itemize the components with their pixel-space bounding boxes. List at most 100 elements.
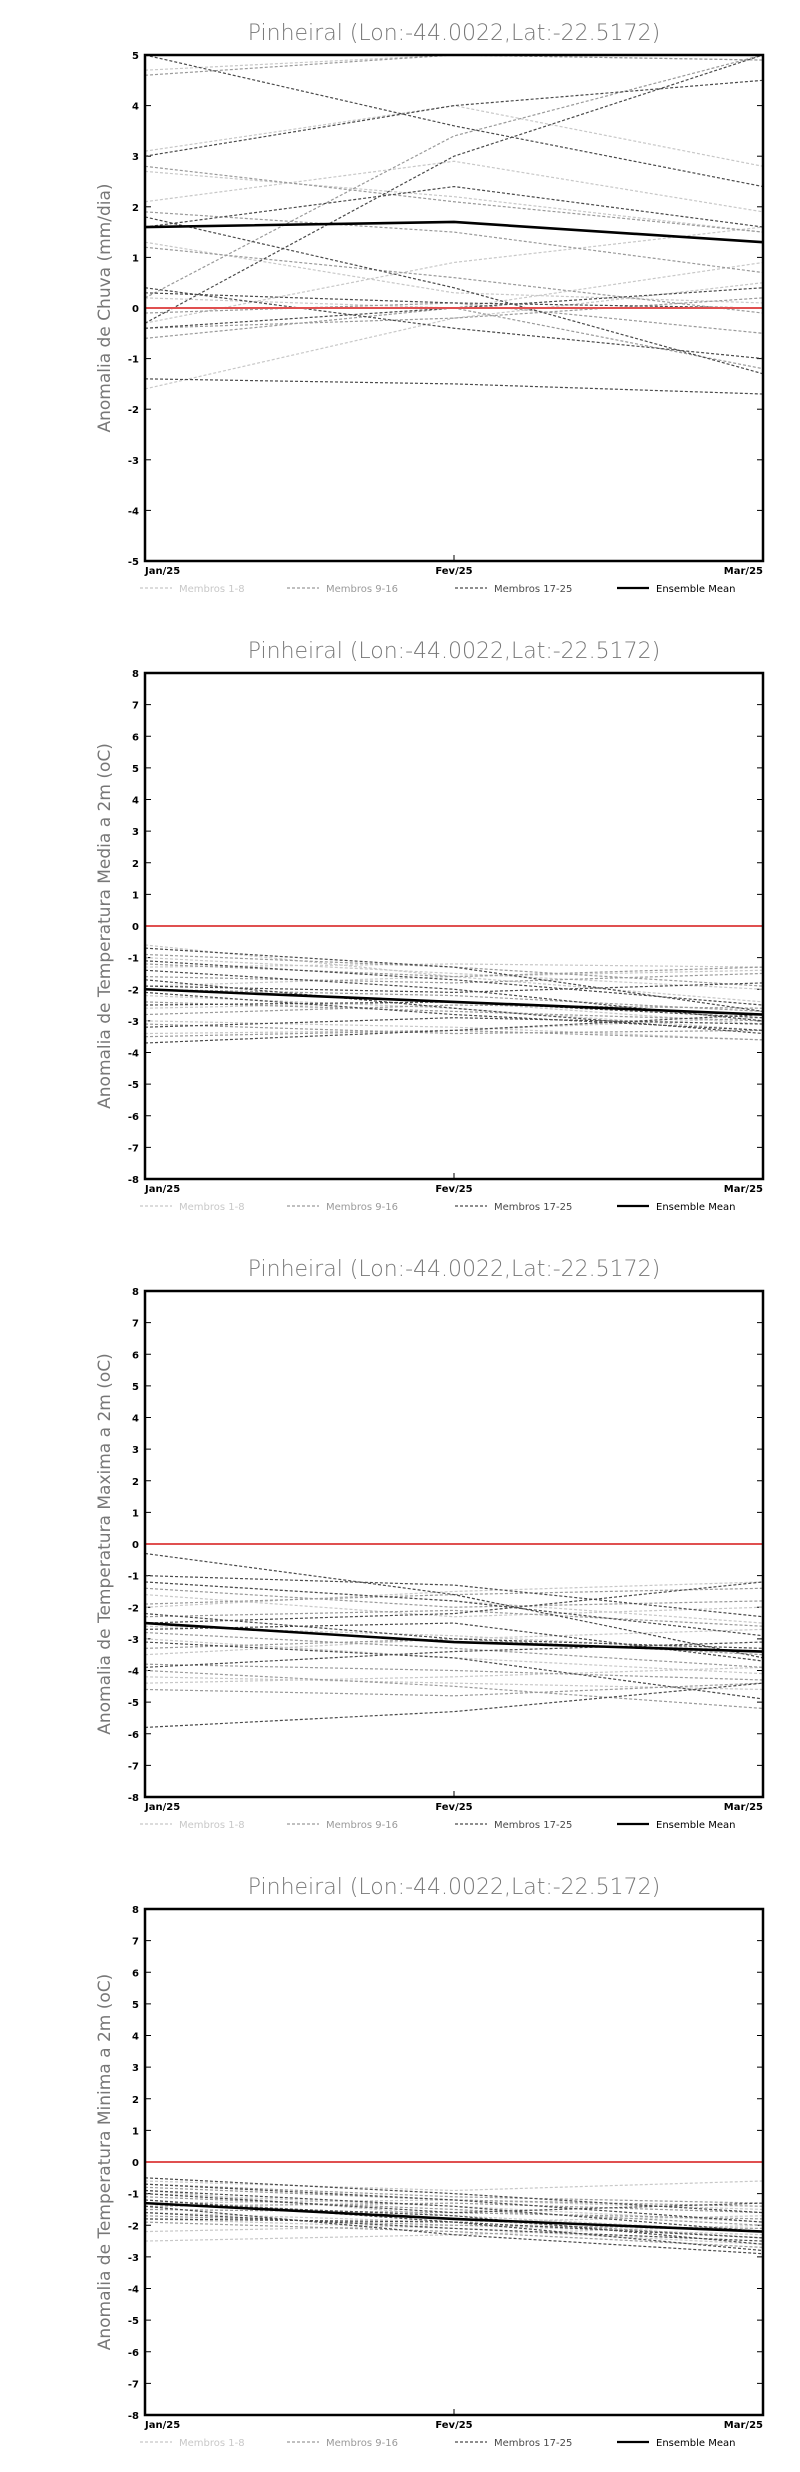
- series-line-members-1-8: [145, 1628, 763, 1656]
- series-line-members-17-25: [145, 1612, 763, 1649]
- chart-panel: Pinheiral (Lon:-44.0022,Lat:-22.5172) Ano…: [0, 0, 800, 618]
- legend-label: Ensemble Mean: [656, 1820, 735, 1831]
- y-tick-label: 5: [132, 764, 139, 775]
- series-line-members-17-25: [145, 292, 763, 309]
- x-tick-label: Mar/25: [724, 2420, 763, 2431]
- chart-panel: Pinheiral (Lon:-44.0022,Lat:-22.5172) Ano…: [0, 618, 800, 1236]
- series-line-members-1-8: [145, 1001, 763, 1025]
- y-tick-label: -1: [128, 2190, 139, 2201]
- y-tick-label: 5: [132, 2000, 139, 2011]
- y-tick-label: 1: [132, 2126, 139, 2137]
- legend-label: Membros 1-8: [179, 584, 245, 595]
- series-line-members-9-16: [145, 307, 763, 370]
- y-tick-label: 2: [132, 203, 139, 214]
- series-line-members-9-16: [145, 246, 763, 314]
- y-tick-label: 0: [132, 2158, 139, 2169]
- chart-panel: Pinheiral (Lon:-44.0022,Lat:-22.5172) Ano…: [0, 1236, 800, 1854]
- legend-label: Membros 17-25: [494, 1820, 572, 1831]
- series-line-members-9-16: [145, 2196, 763, 2226]
- series-line-members-9-16: [145, 2186, 763, 2207]
- y-axis-label: Anomalia de Chuva (mm/dia): [95, 183, 115, 432]
- legend-label: Membros 9-16: [326, 584, 398, 595]
- y-tick-label: -5: [128, 1080, 139, 1091]
- series-line-ensemble-mean: [145, 1621, 763, 1653]
- series-line-members-17-25: [145, 979, 763, 1035]
- series-line-members-1-8: [145, 170, 763, 233]
- chart-svg: Pinheiral (Lon:-44.0022,Lat:-22.5172) Ano…: [95, 1257, 765, 1831]
- y-tick-label: -2: [128, 985, 139, 996]
- series-line-members-9-16: [145, 2183, 763, 2204]
- x-tick-label: Mar/25: [724, 566, 763, 577]
- y-tick-label: 6: [132, 732, 139, 743]
- y-tick-label: 0: [132, 922, 139, 933]
- y-tick-label: 8: [132, 1905, 139, 1916]
- series-line-members-17-25: [145, 2183, 763, 2223]
- y-axis-label: Anomalia de Temperatura Media a 2m (oC): [95, 743, 115, 1109]
- x-tick-label: Fev/25: [435, 1802, 472, 1813]
- y-tick-label: 4: [132, 796, 139, 807]
- y-tick-label: 2: [132, 2095, 139, 2106]
- series-line-members-9-16: [145, 55, 763, 76]
- series-line-members-1-8: [145, 1666, 763, 1684]
- series-line-members-17-25: [145, 2202, 763, 2245]
- y-tick-label: 3: [132, 152, 139, 163]
- chart-title: Pinheiral (Lon:-44.0022,Lat:-22.5172): [248, 1257, 661, 1282]
- x-tick-label: Jan/25: [144, 2420, 180, 2431]
- y-tick-label: -3: [128, 1017, 139, 1028]
- series-line-members-1-8: [145, 963, 763, 968]
- series-line-members-17-25: [145, 1581, 763, 1637]
- series-line-members-9-16: [145, 1023, 763, 1035]
- legend-label: Membros 17-25: [494, 1202, 572, 1213]
- y-tick-label: -4: [128, 1667, 139, 1678]
- y-tick-label: -7: [128, 1761, 139, 1772]
- series-line-members-17-25: [145, 287, 763, 329]
- series-line-members-1-8: [145, 1676, 763, 1691]
- series-line-members-17-25: [145, 1581, 763, 1624]
- y-tick-label: -3: [128, 2253, 139, 2264]
- series-line-members-9-16: [145, 1682, 763, 1697]
- series-line-members-9-16: [145, 963, 763, 978]
- series-line-members-17-25: [145, 55, 763, 188]
- y-tick-label: -2: [128, 1603, 139, 1614]
- series-line-members-17-25: [145, 2218, 763, 2239]
- y-tick-label: 1: [132, 890, 139, 901]
- series-line-members-17-25: [145, 1017, 763, 1028]
- series-line-members-1-8: [145, 957, 763, 990]
- y-tick-label: -1: [128, 954, 139, 965]
- series-line-ensemble-mean: [145, 2201, 763, 2233]
- x-tick-label: Mar/25: [724, 1802, 763, 1813]
- series-line-members-17-25: [145, 2212, 763, 2242]
- y-axis-label: Anomalia de Temperatura Maxima a 2m (oC): [95, 1353, 115, 1735]
- series-line-members-17-25: [145, 960, 763, 1006]
- series-line-members-17-25: [145, 216, 763, 375]
- series-line-members-9-16: [145, 1029, 763, 1041]
- y-tick-label: -8: [128, 1793, 139, 1804]
- series-line-ensemble-mean: [145, 220, 763, 244]
- y-tick-label: -2: [128, 2221, 139, 2232]
- y-tick-label: 6: [132, 1350, 139, 1361]
- chart-title: Pinheiral (Lon:-44.0022,Lat:-22.5172): [248, 639, 661, 664]
- series-line-members-17-25: [145, 378, 763, 395]
- series-line-members-1-8: [145, 1581, 763, 1624]
- series-line-members-17-25: [145, 1552, 763, 1659]
- y-tick-label: 3: [132, 2063, 139, 2074]
- y-tick-label: 5: [132, 51, 139, 62]
- y-tick-label: -6: [128, 1112, 139, 1123]
- series-line-members-9-16: [145, 1609, 763, 1627]
- chart-panel: Pinheiral (Lon:-44.0022,Lat:-22.5172) Ano…: [0, 1854, 800, 2472]
- series-line-members-17-25: [145, 1682, 763, 1729]
- x-tick-label: Mar/25: [724, 1184, 763, 1195]
- y-tick-label: 2: [132, 859, 139, 870]
- series-line-members-1-8: [145, 944, 763, 1003]
- series-line-members-9-16: [145, 1587, 763, 1605]
- series-line-members-1-8: [145, 55, 763, 71]
- series-line-members-9-16: [145, 2202, 763, 2214]
- series-line-members-9-16: [145, 953, 763, 987]
- x-tick-label: Fev/25: [435, 566, 472, 577]
- x-tick-label: Fev/25: [435, 1184, 472, 1195]
- series-line-members-17-25: [145, 2193, 763, 2214]
- legend-label: Membros 9-16: [326, 1820, 398, 1831]
- series-line-members-1-8: [145, 2218, 763, 2245]
- y-tick-label: -4: [128, 2285, 139, 2296]
- series-line-members-1-8: [145, 1581, 763, 1608]
